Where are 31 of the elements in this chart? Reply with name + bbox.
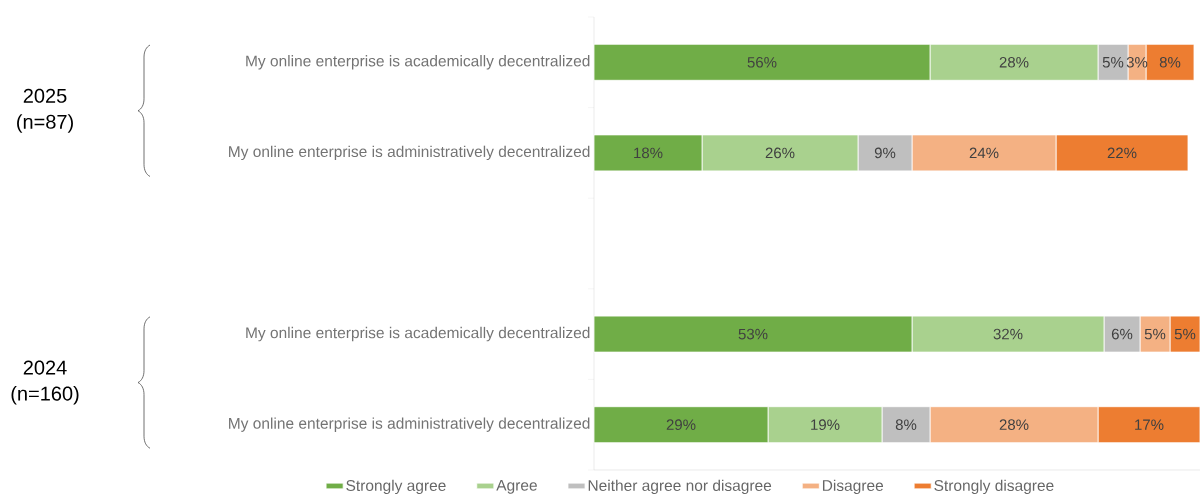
data-label: 29% (666, 419, 696, 430)
legend-label: Agree (496, 479, 537, 494)
y-tick-label: My online enterprise is academically decentralized (246, 326, 590, 342)
data-label: 24% (969, 147, 999, 159)
data-label: 22% (1107, 147, 1137, 159)
data-label: 17% (1135, 419, 1164, 430)
data-label: 8% (895, 419, 917, 430)
data-label: 5% (1102, 57, 1124, 68)
legend-label: Strongly agree (346, 479, 446, 495)
y-tick-label: My online enterprise is academically decentralized (246, 55, 590, 70)
legend-label: Neither agree nor disagree (588, 479, 772, 495)
data-label: 6% (1111, 328, 1133, 340)
data-label: 26% (765, 147, 795, 159)
data-label: 53% (738, 328, 768, 340)
text: 2024 (n=160) (11, 360, 79, 405)
data-label: 32% (993, 328, 1023, 340)
data-label: 3% (1126, 56, 1148, 68)
data-label: 9% (874, 147, 896, 159)
data-label: 56% (747, 56, 777, 68)
y-tick-label: My online enterprise is administratively decentralized (229, 145, 590, 161)
data-label: 19% (811, 419, 840, 430)
data-label: 8% (1159, 56, 1181, 68)
legend-label: Disagree (822, 479, 884, 495)
data-label: 18% (634, 147, 663, 159)
data-label: 5% (1144, 328, 1166, 340)
legend-label: Strongly disagree (934, 479, 1054, 495)
data-label: 28% (999, 56, 1029, 68)
text: 2025 (n=87) (17, 88, 73, 133)
data-label: 28% (999, 419, 1029, 430)
y-tick-label: My online enterprise is administratively decentralized (229, 417, 590, 432)
data-label: 5% (1174, 328, 1196, 340)
